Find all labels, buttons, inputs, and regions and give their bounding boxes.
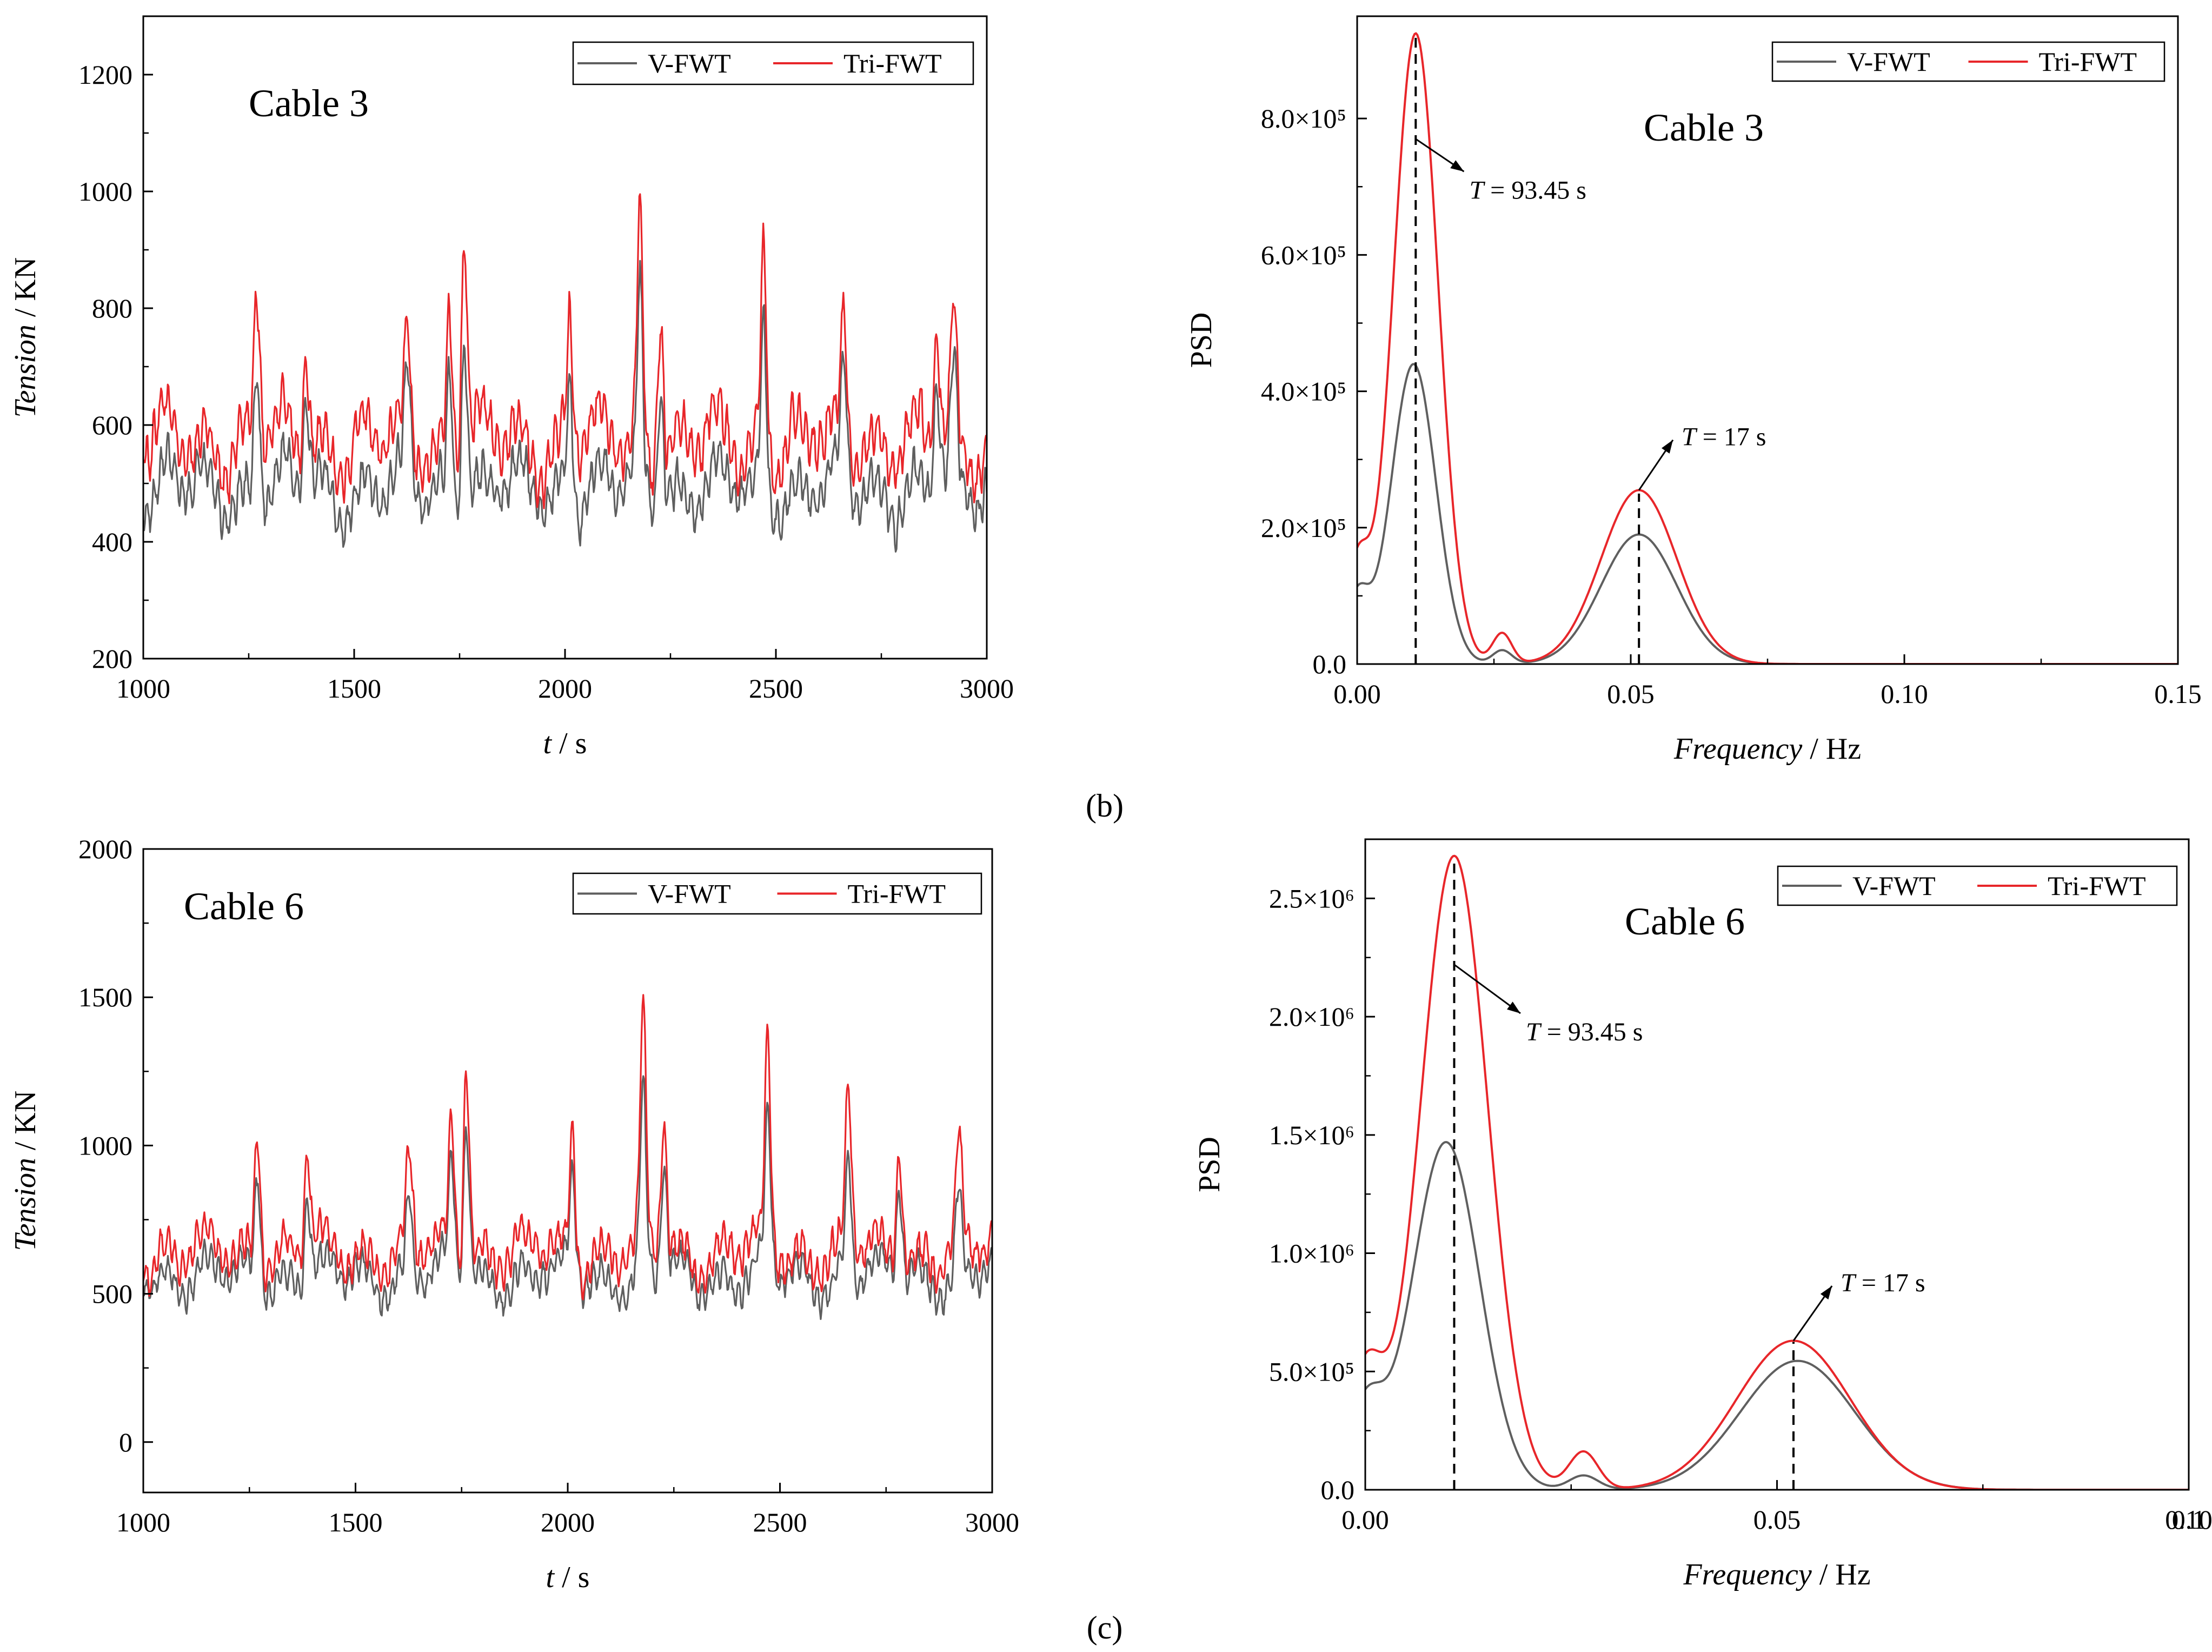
legend-label: V-FWT bbox=[648, 879, 731, 909]
series-line-v-fwt bbox=[143, 260, 987, 553]
chart-psd-cable6: T = 93.45 s T = 17 s 0.00 0.05 0.100.1 0.0 5.0… bbox=[1193, 838, 2212, 1591]
chart-title: Cable 3 bbox=[1644, 106, 1764, 149]
series-group bbox=[143, 994, 992, 1320]
y-tick-label: 0.0 bbox=[1313, 649, 1347, 679]
legend: V-FWT Tri-FWT bbox=[1777, 865, 2178, 906]
legend: V-FWT Tri-FWT bbox=[1771, 41, 2165, 82]
subfigure-label-b: (b) bbox=[1086, 788, 1124, 824]
y-tick-label: 500 bbox=[92, 1279, 132, 1309]
plot-frame bbox=[1356, 15, 2179, 665]
x-tick-label: 2000 bbox=[541, 1507, 595, 1537]
y-tick-label: 6.0×10⁵ bbox=[1261, 240, 1346, 270]
legend: V-FWT Tri-FWT bbox=[572, 872, 982, 915]
chart-tension-cable3: 1000 1500 2000 2500 3000 200 400 600 800 1000 1200… bbox=[9, 15, 1014, 760]
x-tick-label: 0.10 bbox=[2165, 1504, 2212, 1535]
y-tick-label: 5.0×10⁵ bbox=[1269, 1356, 1354, 1386]
x-tick-label: 1500 bbox=[329, 1507, 383, 1537]
y-tick-label: 600 bbox=[92, 410, 132, 440]
x-tick-label: 2000 bbox=[538, 673, 592, 704]
series-line-tri-fwt bbox=[143, 994, 992, 1301]
x-tick-label: 2500 bbox=[753, 1507, 807, 1537]
x-tick-label: 0.1 bbox=[2172, 1504, 2206, 1535]
series-line-v-fwt bbox=[1357, 363, 2178, 664]
legend: V-FWT Tri-FWT bbox=[572, 41, 974, 85]
legend-label: V-FWT bbox=[1847, 47, 1930, 77]
chart-tension-cable6: 1000 1500 2000 2500 3000 0 500 1000 1500 2000 t / … bbox=[9, 834, 1019, 1594]
subfigure-label-c-text: (c) bbox=[1087, 1610, 1123, 1646]
y-axis-label: PSD bbox=[1185, 313, 1218, 368]
y-tick-label: 1.0×10⁶ bbox=[1269, 1238, 1354, 1269]
x-tick-label: 0.00 bbox=[1333, 679, 1381, 709]
chart-title: Cable 6 bbox=[1625, 900, 1745, 943]
y-tick-label: 8.0×10⁵ bbox=[1261, 103, 1346, 134]
annotation-arrowhead bbox=[1820, 1286, 1832, 1300]
x-tick-label: 0.15 bbox=[2154, 679, 2202, 709]
y-tick-label: 1000 bbox=[78, 176, 132, 207]
x-axis-label: Frequency / Hz bbox=[1683, 1558, 1870, 1591]
y-tick-label: 400 bbox=[92, 527, 132, 557]
series-line-tri-fwt bbox=[1357, 32, 2178, 664]
subfigure-label-b-text: (b) bbox=[1086, 788, 1124, 824]
x-tick-label: 0.05 bbox=[1753, 1504, 1801, 1535]
series-group bbox=[1357, 32, 2178, 664]
chart-title: Cable 6 bbox=[184, 885, 304, 928]
annotation-label: T = 17 s bbox=[1841, 1269, 1925, 1297]
y-axis-label: Tension / KN bbox=[9, 1091, 42, 1251]
x-tick-label: 1000 bbox=[116, 673, 170, 704]
y-tick-label: 2000 bbox=[78, 834, 132, 864]
y-tick-label: 800 bbox=[92, 293, 132, 323]
annotation-arrowhead bbox=[1507, 1001, 1520, 1013]
plot-frame bbox=[142, 848, 993, 1494]
y-axis-label: Tension / KN bbox=[9, 257, 42, 418]
x-tick-label: 2500 bbox=[749, 673, 803, 704]
x-tick-label: 3000 bbox=[965, 1507, 1019, 1537]
x-tick-label: 0.05 bbox=[1607, 679, 1655, 709]
y-tick-label: 1500 bbox=[78, 982, 132, 1012]
annotation-label: T = 17 s bbox=[1682, 423, 1766, 452]
legend-label: Tri-FWT bbox=[2039, 47, 2137, 77]
series-line-tri-fwt bbox=[1365, 854, 2189, 1490]
x-tick-label: 3000 bbox=[960, 673, 1014, 704]
annotation-arrow bbox=[1453, 964, 1521, 1014]
annotation-arrowhead bbox=[1661, 440, 1673, 454]
annotation-arrowhead bbox=[1450, 160, 1464, 172]
series-line-v-fwt bbox=[143, 1075, 992, 1320]
y-tick-label: 0 bbox=[119, 1427, 132, 1457]
legend-label: Tri-FWT bbox=[848, 879, 946, 909]
series-line-v-fwt bbox=[1365, 1141, 2189, 1490]
x-tick-label: 0.00 bbox=[1341, 1504, 1389, 1535]
x-tick-label: 1000 bbox=[116, 1507, 170, 1537]
legend-label: V-FWT bbox=[648, 48, 731, 78]
y-tick-label: 2.0×10⁶ bbox=[1269, 1001, 1354, 1032]
plot-frame bbox=[1364, 838, 2190, 1491]
y-tick-label: 1000 bbox=[78, 1130, 132, 1160]
annotation-label: T = 93.45 s bbox=[1469, 176, 1586, 204]
y-tick-label: 1.5×10⁶ bbox=[1269, 1120, 1354, 1150]
series-group bbox=[1365, 854, 2189, 1490]
chart-title: Cable 3 bbox=[249, 82, 369, 125]
x-axis-label: t / s bbox=[546, 1561, 590, 1594]
x-axis-label: t / s bbox=[543, 727, 587, 760]
y-tick-label: 1200 bbox=[78, 59, 132, 90]
series-line-tri-fwt bbox=[143, 193, 987, 509]
annotation-label: T = 93.45 s bbox=[1526, 1018, 1643, 1046]
y-tick-label: 0.0 bbox=[1321, 1475, 1355, 1505]
x-axis-label: Frequency / Hz bbox=[1673, 732, 1861, 766]
chart-psd-cable3: T = 93.45 s T = 17 s 0.00 0.05 0.10 0.15 0.0 2.… bbox=[1185, 15, 2202, 766]
legend-label: V-FWT bbox=[1852, 871, 1936, 901]
y-tick-label: 4.0×10⁵ bbox=[1261, 376, 1346, 407]
x-tick-label: 1500 bbox=[327, 673, 381, 704]
series-group bbox=[143, 193, 987, 553]
legend-label: Tri-FWT bbox=[843, 48, 942, 78]
y-tick-label: 2.5×10⁶ bbox=[1269, 883, 1354, 913]
x-tick-label: 0.10 bbox=[1881, 679, 1928, 709]
y-axis-label: PSD bbox=[1193, 1137, 1226, 1192]
subfigure-label-c: (c) bbox=[1087, 1610, 1123, 1646]
y-tick-label: 200 bbox=[92, 643, 132, 674]
legend-label: Tri-FWT bbox=[2048, 871, 2146, 901]
y-tick-label: 2.0×10⁵ bbox=[1261, 513, 1346, 543]
